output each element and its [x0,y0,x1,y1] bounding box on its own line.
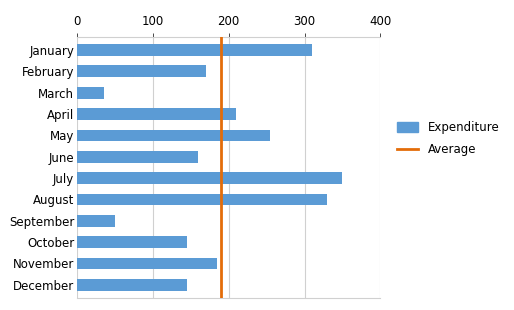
Bar [77,236,187,248]
Bar [77,172,342,184]
Bar [77,130,270,141]
Bar [77,108,236,120]
Legend: Expenditure, Average: Expenditure, Average [392,116,504,161]
Bar [77,44,312,56]
Bar [77,258,217,269]
Bar [77,215,115,227]
Bar [77,193,327,205]
Bar [77,279,187,291]
Bar [77,65,206,77]
Bar [77,87,104,99]
Bar [77,151,198,163]
